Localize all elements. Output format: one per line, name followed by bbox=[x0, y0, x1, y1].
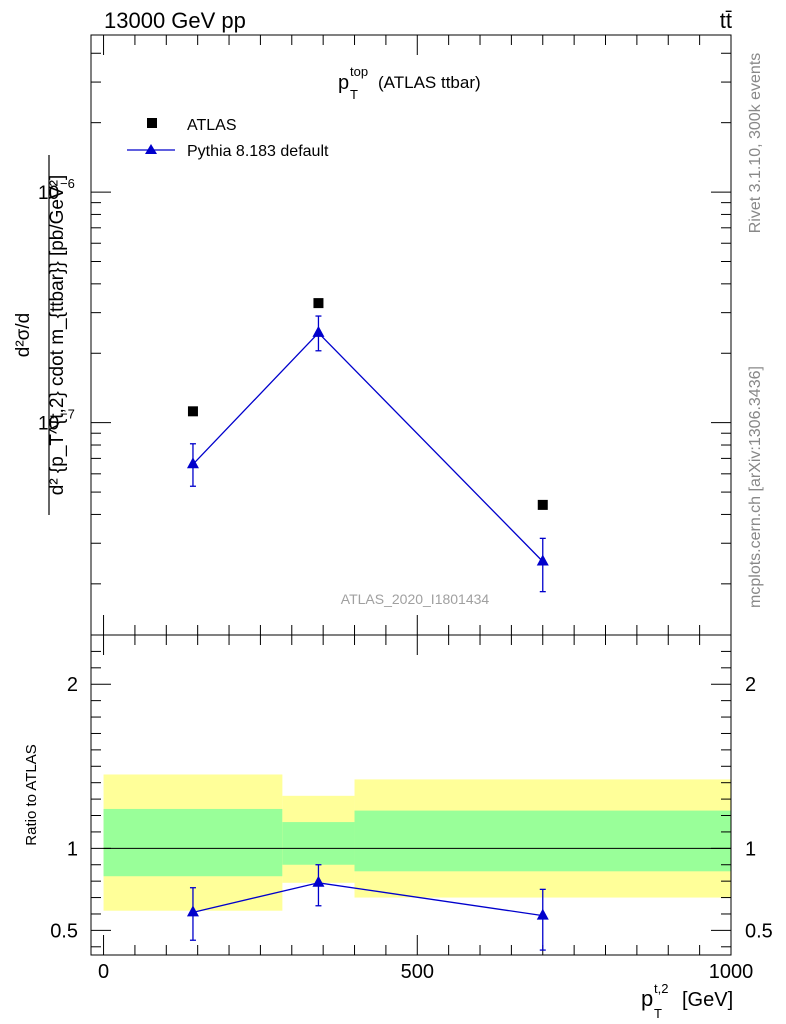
ratio-green-band bbox=[354, 810, 731, 872]
xlabel-p: p bbox=[641, 986, 653, 1011]
pythia-point bbox=[312, 325, 325, 337]
ratio-ytick-label-right: 0.5 bbox=[745, 920, 773, 942]
ratio-ylabel: Ratio to ATLAS bbox=[23, 744, 40, 845]
main-axis-ticks: 10−610−7 bbox=[38, 35, 732, 635]
ratio-xtick-label: 1000 bbox=[709, 961, 754, 983]
ratio-axis-ticks: 2 2 1 1 0.5 0.5 0 500 1000 bbox=[50, 634, 773, 983]
main-ylabel-text: d²σ/d d² {p_T^{t,2} cdot m_{ttbar}} [pb/G… bbox=[13, 175, 68, 496]
pythia-line bbox=[192, 332, 544, 562]
ratio-green-band bbox=[282, 822, 355, 865]
main-panel: 10−610−7 p top T (ATLAS ttbar) ATLAS Pyt… bbox=[13, 34, 732, 636]
ratio-panel: 2 2 1 1 0.5 0.5 0 500 1000 Ratio to ATLAS p t,2 … bbox=[23, 634, 773, 1021]
analysis-watermark: ATLAS_2020_I1801434 bbox=[341, 591, 490, 607]
ratio-xtick-label: 500 bbox=[401, 961, 434, 983]
legend-atlas-label: ATLAS bbox=[187, 117, 237, 134]
header-right: tt̄ bbox=[720, 8, 732, 33]
main-ytick-exp: −7 bbox=[60, 407, 75, 422]
pythia-point bbox=[186, 457, 199, 469]
atlas-point bbox=[313, 298, 324, 309]
title-p: p bbox=[338, 72, 349, 94]
xlabel-sup: t,2 bbox=[654, 981, 668, 996]
xlabel-rest: [GeV] bbox=[682, 989, 733, 1011]
ratio-uncertainty-bands bbox=[103, 774, 731, 911]
ratio-green-band bbox=[103, 808, 283, 877]
main-ylabel: d²σ/d d² {p_T^{t,2} cdot m_{ttbar}} [pb/G… bbox=[13, 155, 68, 515]
ratio-ytick-label-right: 1 bbox=[745, 838, 756, 860]
title-sup: top bbox=[350, 64, 368, 79]
rivet-label: Rivet 3.1.10, 300k events bbox=[747, 53, 764, 234]
ratio-ytick-label-left: 2 bbox=[67, 674, 78, 696]
ratio-ytick-label-left: 0.5 bbox=[50, 920, 78, 942]
ratio-pythia-point bbox=[186, 905, 199, 917]
legend-atlas-marker bbox=[147, 118, 157, 128]
title-rest: (ATLAS ttbar) bbox=[378, 73, 481, 92]
mcplots-label: mcplots.cern.ch [arXiv:1306.3436] bbox=[747, 366, 764, 608]
ratio-pythia-point bbox=[536, 908, 549, 920]
header-left: 13000 GeV pp bbox=[104, 8, 246, 33]
main-title: p top T (ATLAS ttbar) bbox=[338, 64, 481, 102]
main-ytick-exp: −6 bbox=[60, 176, 75, 191]
xlabel-sub: T bbox=[654, 1006, 662, 1021]
main-plot-marks bbox=[186, 298, 549, 593]
ratio-xtick-label: 0 bbox=[98, 961, 109, 983]
ratio-frame bbox=[90, 634, 732, 956]
title-sub: T bbox=[350, 87, 358, 102]
ratio-ytick-label-left: 1 bbox=[67, 838, 78, 860]
pythia-point bbox=[536, 554, 549, 566]
atlas-point bbox=[187, 406, 198, 417]
legend-pythia-label: Pythia 8.183 default bbox=[187, 143, 329, 160]
atlas-point bbox=[537, 499, 548, 510]
legend-pythia-marker bbox=[145, 144, 157, 154]
legend: ATLAS Pythia 8.183 default bbox=[127, 117, 329, 160]
ratio-ytick-label-right: 2 bbox=[745, 674, 756, 696]
ratio-plot-marks bbox=[186, 864, 549, 951]
ratio-pythia-point bbox=[312, 875, 325, 887]
xlabel: p t,2 T [GeV] bbox=[641, 981, 733, 1021]
